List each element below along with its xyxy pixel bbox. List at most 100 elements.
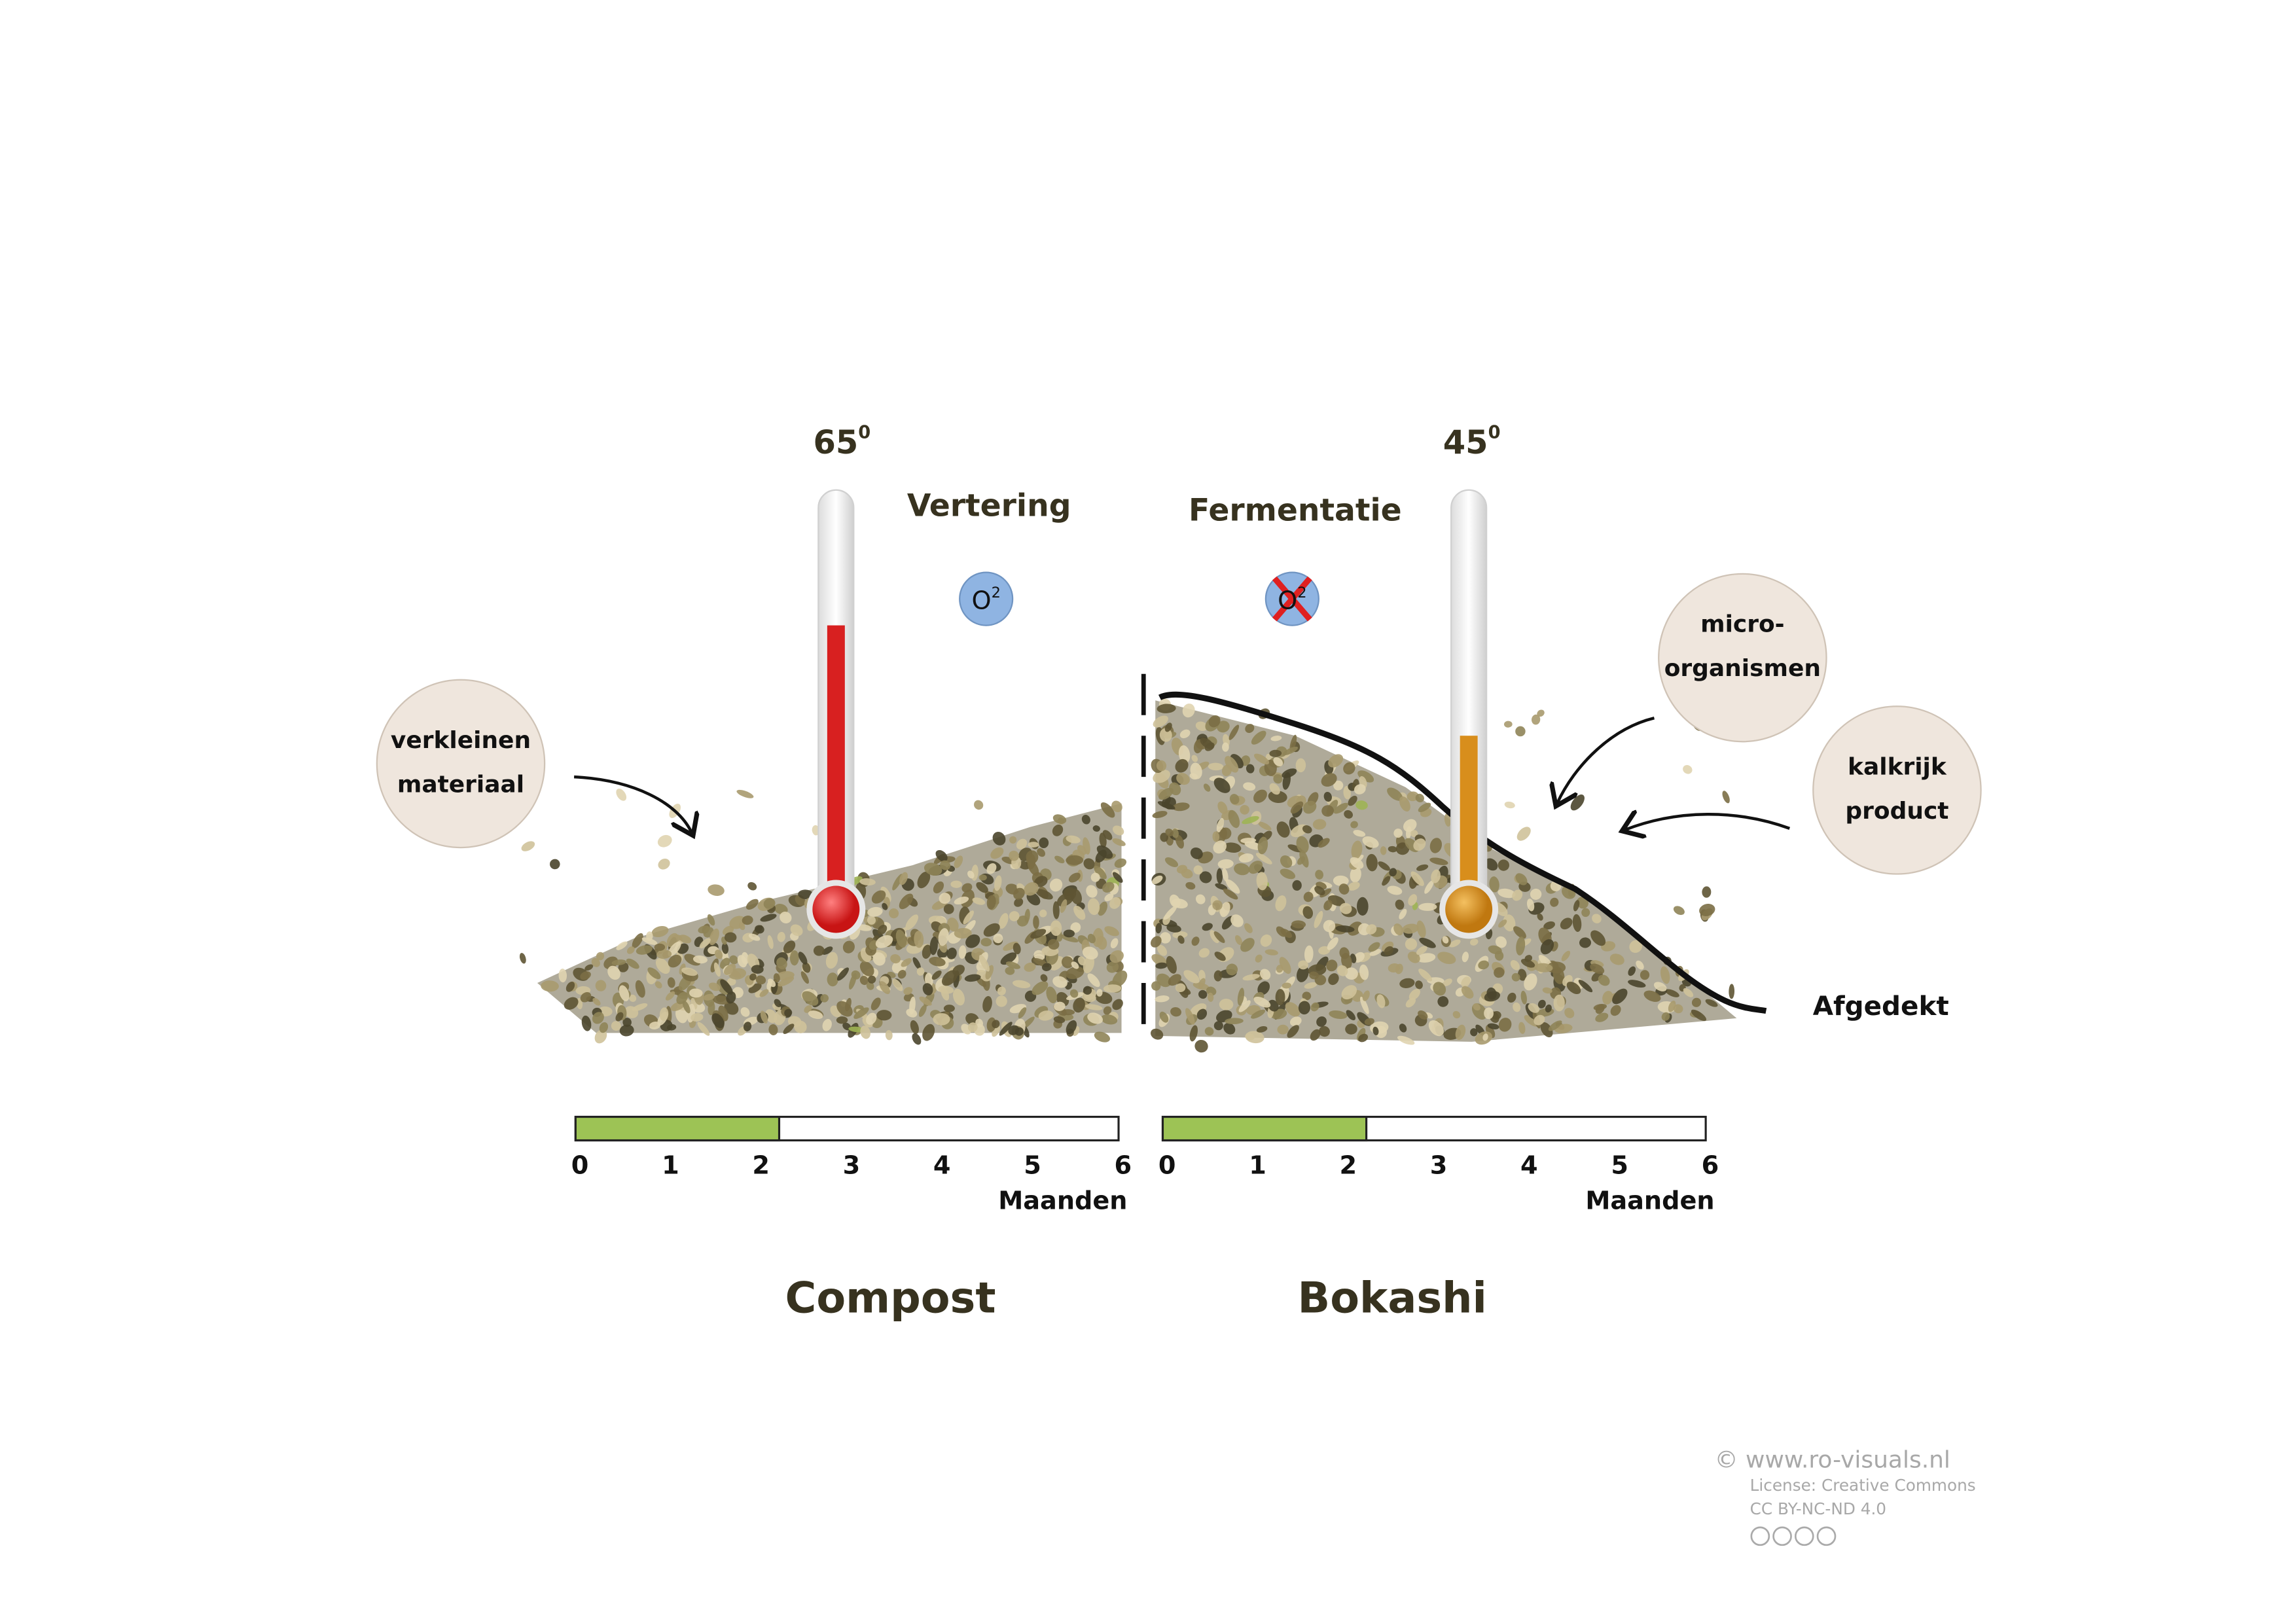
leaf: [1198, 948, 1210, 958]
leaf: [675, 1006, 688, 1024]
leaf: [1248, 861, 1263, 874]
leaf: [1503, 914, 1516, 932]
leaf: [1238, 853, 1254, 863]
leaf: [1660, 966, 1670, 984]
leaf: [1234, 935, 1243, 946]
leaf: [1257, 981, 1270, 995]
leaf: [1310, 1002, 1319, 1012]
leaf: [1000, 952, 1017, 965]
leaf: [1152, 811, 1168, 819]
leaf: [1673, 906, 1685, 916]
leaf: [1175, 834, 1184, 849]
section-title: Compost: [785, 1274, 996, 1323]
leaf: [866, 982, 874, 990]
leaf: [1350, 857, 1364, 869]
leaf: [1054, 855, 1065, 864]
leaf: [859, 961, 874, 976]
leaf: [1376, 994, 1386, 1008]
leaf: [1378, 861, 1390, 871]
leaf: [681, 967, 698, 976]
leaf: [879, 981, 890, 995]
leaf: [1109, 950, 1124, 963]
leaf: [903, 987, 913, 995]
leaf: [611, 959, 626, 966]
leaf: [1609, 954, 1624, 965]
leaf: [1109, 897, 1121, 909]
leaf: [1256, 872, 1268, 891]
leaf: [897, 970, 906, 979]
leaf: [1389, 868, 1397, 877]
leaf: [1351, 840, 1363, 859]
leaf: [1405, 997, 1416, 1008]
leaf: [1052, 976, 1067, 988]
leaf: [1455, 1024, 1466, 1041]
leaf: [1223, 1023, 1236, 1035]
leaf: [1683, 988, 1694, 997]
leaf: [667, 977, 675, 988]
timeline-tick-label: 0: [571, 1151, 589, 1180]
leaf: [1163, 906, 1177, 920]
leaf: [813, 945, 825, 956]
leaf: [1298, 960, 1308, 970]
leaf: [1344, 967, 1358, 980]
leaf: [1289, 1016, 1302, 1026]
leaf: [1702, 886, 1712, 898]
leaf: [1610, 1005, 1621, 1016]
leaf: [938, 928, 949, 946]
leaf: [1198, 978, 1206, 989]
leaf: [1244, 923, 1253, 933]
leaf: [1540, 1022, 1553, 1038]
leaf: [1159, 1011, 1169, 1023]
leaf: [1273, 757, 1283, 767]
leaf: [708, 982, 721, 991]
leaf: [699, 938, 711, 949]
leaf: [1277, 1024, 1289, 1035]
leaf: [1416, 920, 1426, 938]
leaf: [1297, 965, 1309, 982]
leaf: [1433, 982, 1446, 996]
leaf: [615, 1012, 624, 1022]
leaf: [1031, 981, 1049, 995]
leaf: [1354, 784, 1366, 794]
timeline-tick-label: 6: [1114, 1151, 1132, 1180]
leaf: [1279, 957, 1291, 974]
cc-icons: [1750, 1526, 1837, 1546]
leaf: [964, 974, 981, 982]
leaf: [918, 1005, 927, 1017]
leaf: [1096, 845, 1113, 859]
leaf: [1114, 858, 1127, 868]
leaf: [825, 952, 838, 969]
leaf: [682, 1000, 691, 1014]
leaf: [1189, 773, 1198, 780]
timeline-tick-label: 4: [933, 1151, 951, 1180]
leaf: [1276, 821, 1290, 838]
leaf: [783, 1024, 795, 1034]
leaf: [1636, 960, 1644, 970]
leaf: [882, 902, 888, 910]
leaf: [1052, 814, 1067, 824]
leaf: [1013, 942, 1021, 955]
leaf: [1550, 897, 1559, 907]
leaf: [1410, 830, 1418, 837]
leaf: [1362, 990, 1370, 1001]
leaf: [697, 1022, 710, 1036]
leaf: [1287, 1025, 1299, 1038]
leaf: [1424, 880, 1434, 894]
leaf: [1157, 944, 1168, 956]
leaf: [1333, 780, 1344, 791]
leaf: [1038, 1010, 1054, 1021]
leaf: [1498, 888, 1516, 899]
leaf: [947, 918, 959, 932]
leaf: [1315, 870, 1323, 880]
leaf: [1518, 1022, 1526, 1034]
leaf: [1449, 939, 1461, 948]
leaf: [1528, 1003, 1539, 1013]
leaf: [1151, 981, 1161, 991]
leaf: [1270, 736, 1282, 741]
leaf: [996, 995, 1007, 1007]
leaf: [1083, 858, 1095, 870]
leaf: [1226, 963, 1238, 976]
leaf: [1016, 838, 1028, 850]
leaf: [1705, 999, 1718, 1007]
leaf: [1338, 883, 1350, 895]
